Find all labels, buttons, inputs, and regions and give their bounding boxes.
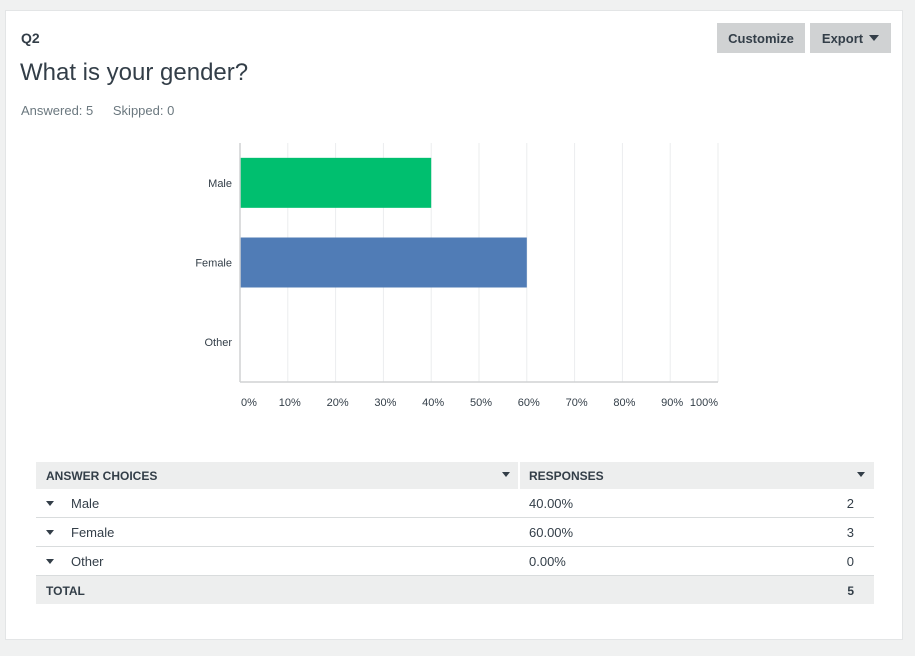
total-label: TOTAL (46, 584, 85, 598)
x-tick-label: 50% (470, 397, 492, 409)
sort-responses-icon[interactable] (857, 472, 865, 477)
row-count: 0 (846, 554, 854, 569)
row-label: Other (71, 554, 104, 569)
x-tick-label: 100% (690, 397, 718, 409)
row-count: 3 (846, 525, 854, 540)
question-number: Q2 (21, 30, 40, 46)
x-tick-label: 70% (566, 397, 588, 409)
x-tick-label: 90% (661, 397, 683, 409)
results-table: ANSWER CHOICES RESPONSES Male 40.00% 2 Fema… (36, 462, 874, 604)
export-button[interactable]: Export (810, 23, 891, 53)
row-percent: 40.00% (529, 496, 574, 511)
x-tick-label: 40% (422, 397, 444, 409)
answered-count: Answered: 5 (21, 103, 94, 118)
header-responses[interactable]: RESPONSES (529, 469, 604, 483)
expand-row-icon[interactable] (46, 501, 54, 506)
sort-choices-icon[interactable] (502, 472, 510, 477)
response-meta: Answered: 5 Skipped: 0 (21, 103, 190, 118)
row-percent: 60.00% (529, 525, 574, 540)
x-tick-label: 80% (613, 397, 635, 409)
x-tick-label: 20% (327, 397, 349, 409)
row-label: Male (71, 496, 100, 511)
x-tick-label: 30% (374, 397, 396, 409)
customize-button[interactable]: Customize (717, 23, 805, 53)
caret-down-icon (869, 35, 880, 41)
x-tick-label: 60% (518, 397, 540, 409)
table-row: Other 0.00% 0 (36, 547, 874, 576)
bar-female[interactable] (240, 237, 527, 288)
row-label: Female (71, 525, 115, 540)
row-percent: 0.00% (529, 554, 566, 569)
export-label: Export (821, 30, 864, 46)
table-header: ANSWER CHOICES RESPONSES (36, 462, 874, 489)
bar-male[interactable] (240, 157, 432, 208)
expand-row-icon[interactable] (46, 530, 54, 535)
y-category-label: Female (195, 258, 232, 270)
table-row: Female 60.00% 3 (36, 518, 874, 547)
expand-row-icon[interactable] (46, 559, 54, 564)
y-category-label: Other (204, 337, 232, 349)
question-title: What is your gender? (20, 59, 249, 86)
skipped-count: Skipped: 0 (112, 103, 175, 118)
header-answer-choices[interactable]: ANSWER CHOICES (46, 469, 158, 483)
bar-chart: 0% 10% 20% 30% 40% 50% 60% 70% 80% 90% 100% Male Fem… (195, 143, 719, 409)
x-tick-label: 10% (279, 397, 301, 409)
row-count: 2 (846, 496, 854, 511)
question-card: Q2 What is your gender? Answered: 5 Skip… (5, 10, 903, 640)
total-count: 5 (847, 584, 854, 598)
y-category-label: Male (208, 178, 232, 190)
table-total-row: TOTAL 5 (36, 576, 874, 604)
x-tick-label: 0% (241, 397, 257, 409)
table-row: Male 40.00% 2 (36, 489, 874, 518)
